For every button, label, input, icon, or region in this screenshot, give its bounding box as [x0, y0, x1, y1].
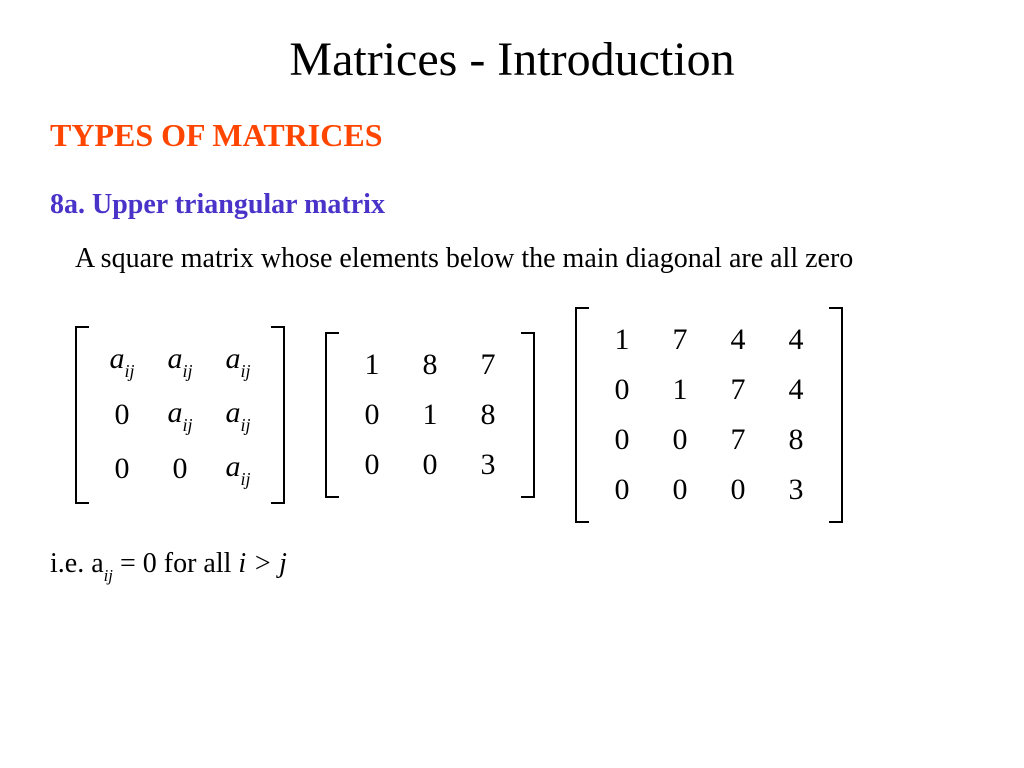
matrix-cell: 0 [593, 415, 651, 465]
description-text: A square matrix whose elements below the… [75, 241, 974, 277]
footer-rel: i > j [238, 548, 286, 579]
matrix-cell: 3 [767, 465, 825, 515]
matrix-cell: 7 [709, 415, 767, 465]
matrices-row: aijaijaij0aijaij00aij 187018003 17440174… [75, 307, 974, 523]
matrix-cell: 0 [593, 365, 651, 415]
matrix-cell: aij [93, 334, 151, 388]
matrix-cell: 8 [401, 340, 459, 390]
matrix-cell: 7 [651, 315, 709, 365]
matrix-cell: 4 [709, 315, 767, 365]
matrix-cell: 0 [93, 442, 151, 496]
slide-content: Matrices - Introduction TYPES OF MATRICE… [0, 0, 1024, 604]
matrix-cell: 0 [401, 440, 459, 490]
section-heading: TYPES OF MATRICES [50, 117, 974, 154]
page-title: Matrices - Introduction [50, 32, 974, 87]
matrix-cell: 8 [459, 390, 517, 440]
footer-note: i.e. aij = 0 for all i > j [50, 548, 974, 584]
matrix-cell: 0 [651, 465, 709, 515]
matrix-cell: 3 [459, 440, 517, 490]
matrix-cell: 4 [767, 315, 825, 365]
matrix-cell: 0 [651, 415, 709, 465]
matrix-cell: 0 [343, 390, 401, 440]
matrix-cell: 4 [767, 365, 825, 415]
matrix-cell: 0 [343, 440, 401, 490]
matrix-cell: 8 [767, 415, 825, 465]
matrix-cell: 0 [93, 388, 151, 442]
matrix-cell: 0 [151, 442, 209, 496]
footer-sub: ij [104, 566, 113, 585]
subsection-heading: 8a. Upper triangular matrix [50, 189, 974, 221]
matrix-4x4: 1744017400780003 [575, 307, 843, 523]
matrix-cell: 7 [459, 340, 517, 390]
matrix-cell: 1 [651, 365, 709, 415]
matrix-cell: 1 [343, 340, 401, 390]
matrix-cell: 1 [593, 315, 651, 365]
matrix-cell: 7 [709, 365, 767, 415]
matrix-cell: 0 [593, 465, 651, 515]
footer-mid: = 0 for all [113, 548, 238, 579]
matrix-symbolic: aijaijaij0aijaij00aij [75, 326, 285, 504]
matrix-cell: aij [209, 442, 267, 496]
footer-prefix: i.e. a [50, 548, 104, 579]
matrix-cell: aij [209, 388, 267, 442]
matrix-cell: 0 [709, 465, 767, 515]
matrix-cell: 1 [401, 390, 459, 440]
matrix-cell: aij [151, 388, 209, 442]
matrix-3x3: 187018003 [325, 332, 535, 498]
matrix-cell: aij [151, 334, 209, 388]
matrix-cell: aij [209, 334, 267, 388]
